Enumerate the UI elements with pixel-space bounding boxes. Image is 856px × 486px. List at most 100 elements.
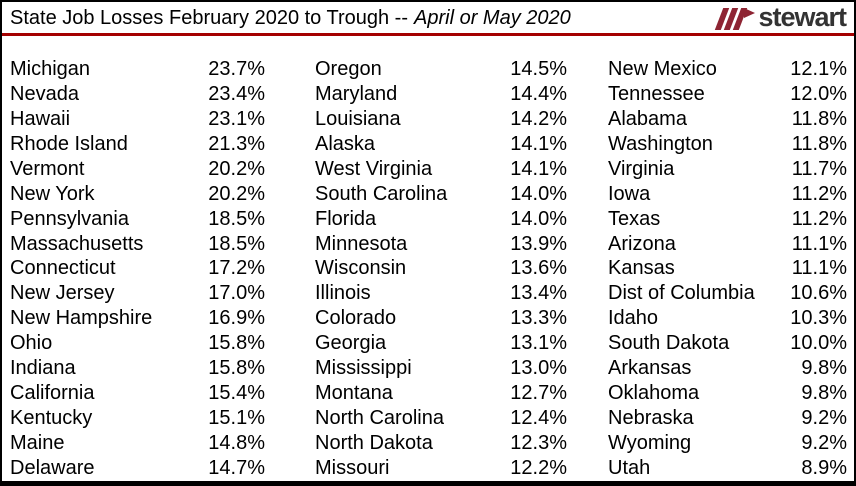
state-name: New Mexico [608,57,717,80]
state-name: Virginia [608,157,675,180]
table-row: Pennsylvania 18.5% [10,207,265,232]
state-value: 11.8% [791,132,847,155]
logo-arrow-icon [744,7,756,18]
state-name: Utah [608,457,651,480]
table-row: California 15.4% [10,381,265,406]
state-value: 11.1% [791,232,847,255]
state-name: South Carolina [315,182,448,205]
state-name: Wyoming [608,432,692,455]
state-value: 10.0% [790,332,847,355]
state-value: 15.1% [208,407,265,430]
state-name: Mississippi [315,357,412,380]
state-value: 21.3% [208,132,265,155]
state-value: 11.8% [791,107,847,130]
state-value: 18.5% [208,232,265,255]
table-row: North Dakota 12.3% [315,431,567,456]
table-row: Indiana 15.8% [10,356,265,381]
state-name: Iowa [608,182,651,205]
state-value: 15.4% [208,382,265,405]
state-value: 14.5% [510,57,567,80]
state-name: Hawaii [10,107,71,130]
table-row: Maryland 14.4% [315,82,567,107]
state-value: 13.9% [510,232,567,255]
state-job-loss-table: Michigan 23.7% Nevada 23.4% Hawaii 23.1% Rhode… [2,57,854,481]
state-name: Missouri [315,457,390,480]
state-name: Washington [608,132,713,155]
state-name: Arkansas [608,357,692,380]
state-name: Tennessee [608,82,705,105]
table-row: New Mexico 12.1% [608,57,847,82]
state-name: Arizona [608,232,676,255]
header: State Job Losses February 2020 to Trough… [2,2,854,32]
state-value: 9.8% [801,382,847,405]
table-row: Mississippi 13.0% [315,356,567,381]
state-value: 12.1% [790,57,847,80]
table-row: Texas 11.2% [608,207,847,232]
state-name: Pennsylvania [10,207,129,230]
table-column-1: Michigan 23.7% Nevada 23.4% Hawaii 23.1% Rhode… [10,57,265,481]
state-value: 14.1% [510,132,567,155]
state-value: 13.6% [510,257,567,280]
state-value: 23.1% [208,107,265,130]
state-value: 11.7% [791,157,847,180]
table-row: North Carolina 12.4% [315,406,567,431]
state-value: 11.1% [791,257,847,280]
state-value: 14.1% [510,157,567,180]
state-value: 13.0% [510,357,567,380]
table-row: Kansas 11.1% [608,257,847,282]
state-value: 10.6% [790,282,847,305]
state-name: Oregon [315,57,382,80]
table-row: Washington 11.8% [608,132,847,157]
state-value: 15.8% [208,332,265,355]
state-value: 12.0% [790,82,847,105]
table-row: Oregon 14.5% [315,57,567,82]
state-value: 14.4% [510,82,567,105]
state-name: Idaho [608,307,659,330]
table-row: New York 20.2% [10,182,265,207]
state-name: Massachusetts [10,232,144,255]
state-name: New York [10,182,95,205]
table-row: Oklahoma 9.8% [608,381,847,406]
table-row: Idaho 10.3% [608,306,847,331]
table-row: Montana 12.7% [315,381,567,406]
table-row: Nevada 23.4% [10,82,265,107]
state-value: 12.2% [510,457,567,480]
state-value: 9.2% [801,432,847,455]
table-row: Georgia 13.1% [315,331,567,356]
title-date-range: April or May 2020 [414,7,571,29]
state-name: New Hampshire [10,307,153,330]
table-row: Kentucky 15.1% [10,406,265,431]
table-row: Wisconsin 13.6% [315,257,567,282]
state-name: North Carolina [315,407,444,430]
state-value: 11.2% [791,182,847,205]
state-name: Nebraska [608,407,694,430]
table-row: South Carolina 14.0% [315,182,567,207]
state-name: North Dakota [315,432,433,455]
state-name: South Dakota [608,332,730,355]
state-value: 14.7% [208,457,265,480]
state-name: Illinois [315,282,371,305]
table-row: Louisiana 14.2% [315,107,567,132]
table-row: Arizona 11.1% [608,232,847,257]
stewart-logo: stewart [713,2,847,33]
table-row: Nebraska 9.2% [608,406,847,431]
state-name: Maryland [315,82,398,105]
state-value: 20.2% [208,157,265,180]
table-column-2: Oregon 14.5% Maryland 14.4% Louisiana 14.2% Al… [315,57,567,481]
state-name: Colorado [315,307,397,330]
state-name: Alabama [608,107,687,130]
state-value: 10.3% [790,307,847,330]
state-name: Kansas [608,257,675,280]
state-name: Ohio [10,332,53,355]
table-row: Wyoming 9.2% [608,431,847,456]
state-value: 15.8% [208,357,265,380]
state-name: Vermont [10,157,85,180]
state-value: 20.2% [208,182,265,205]
state-name: Texas [608,207,661,230]
table-row: Michigan 23.7% [10,57,265,82]
state-value: 17.0% [208,282,265,305]
state-value: 23.4% [208,82,265,105]
table-row: Colorado 13.3% [315,306,567,331]
state-name: Minnesota [315,232,408,255]
